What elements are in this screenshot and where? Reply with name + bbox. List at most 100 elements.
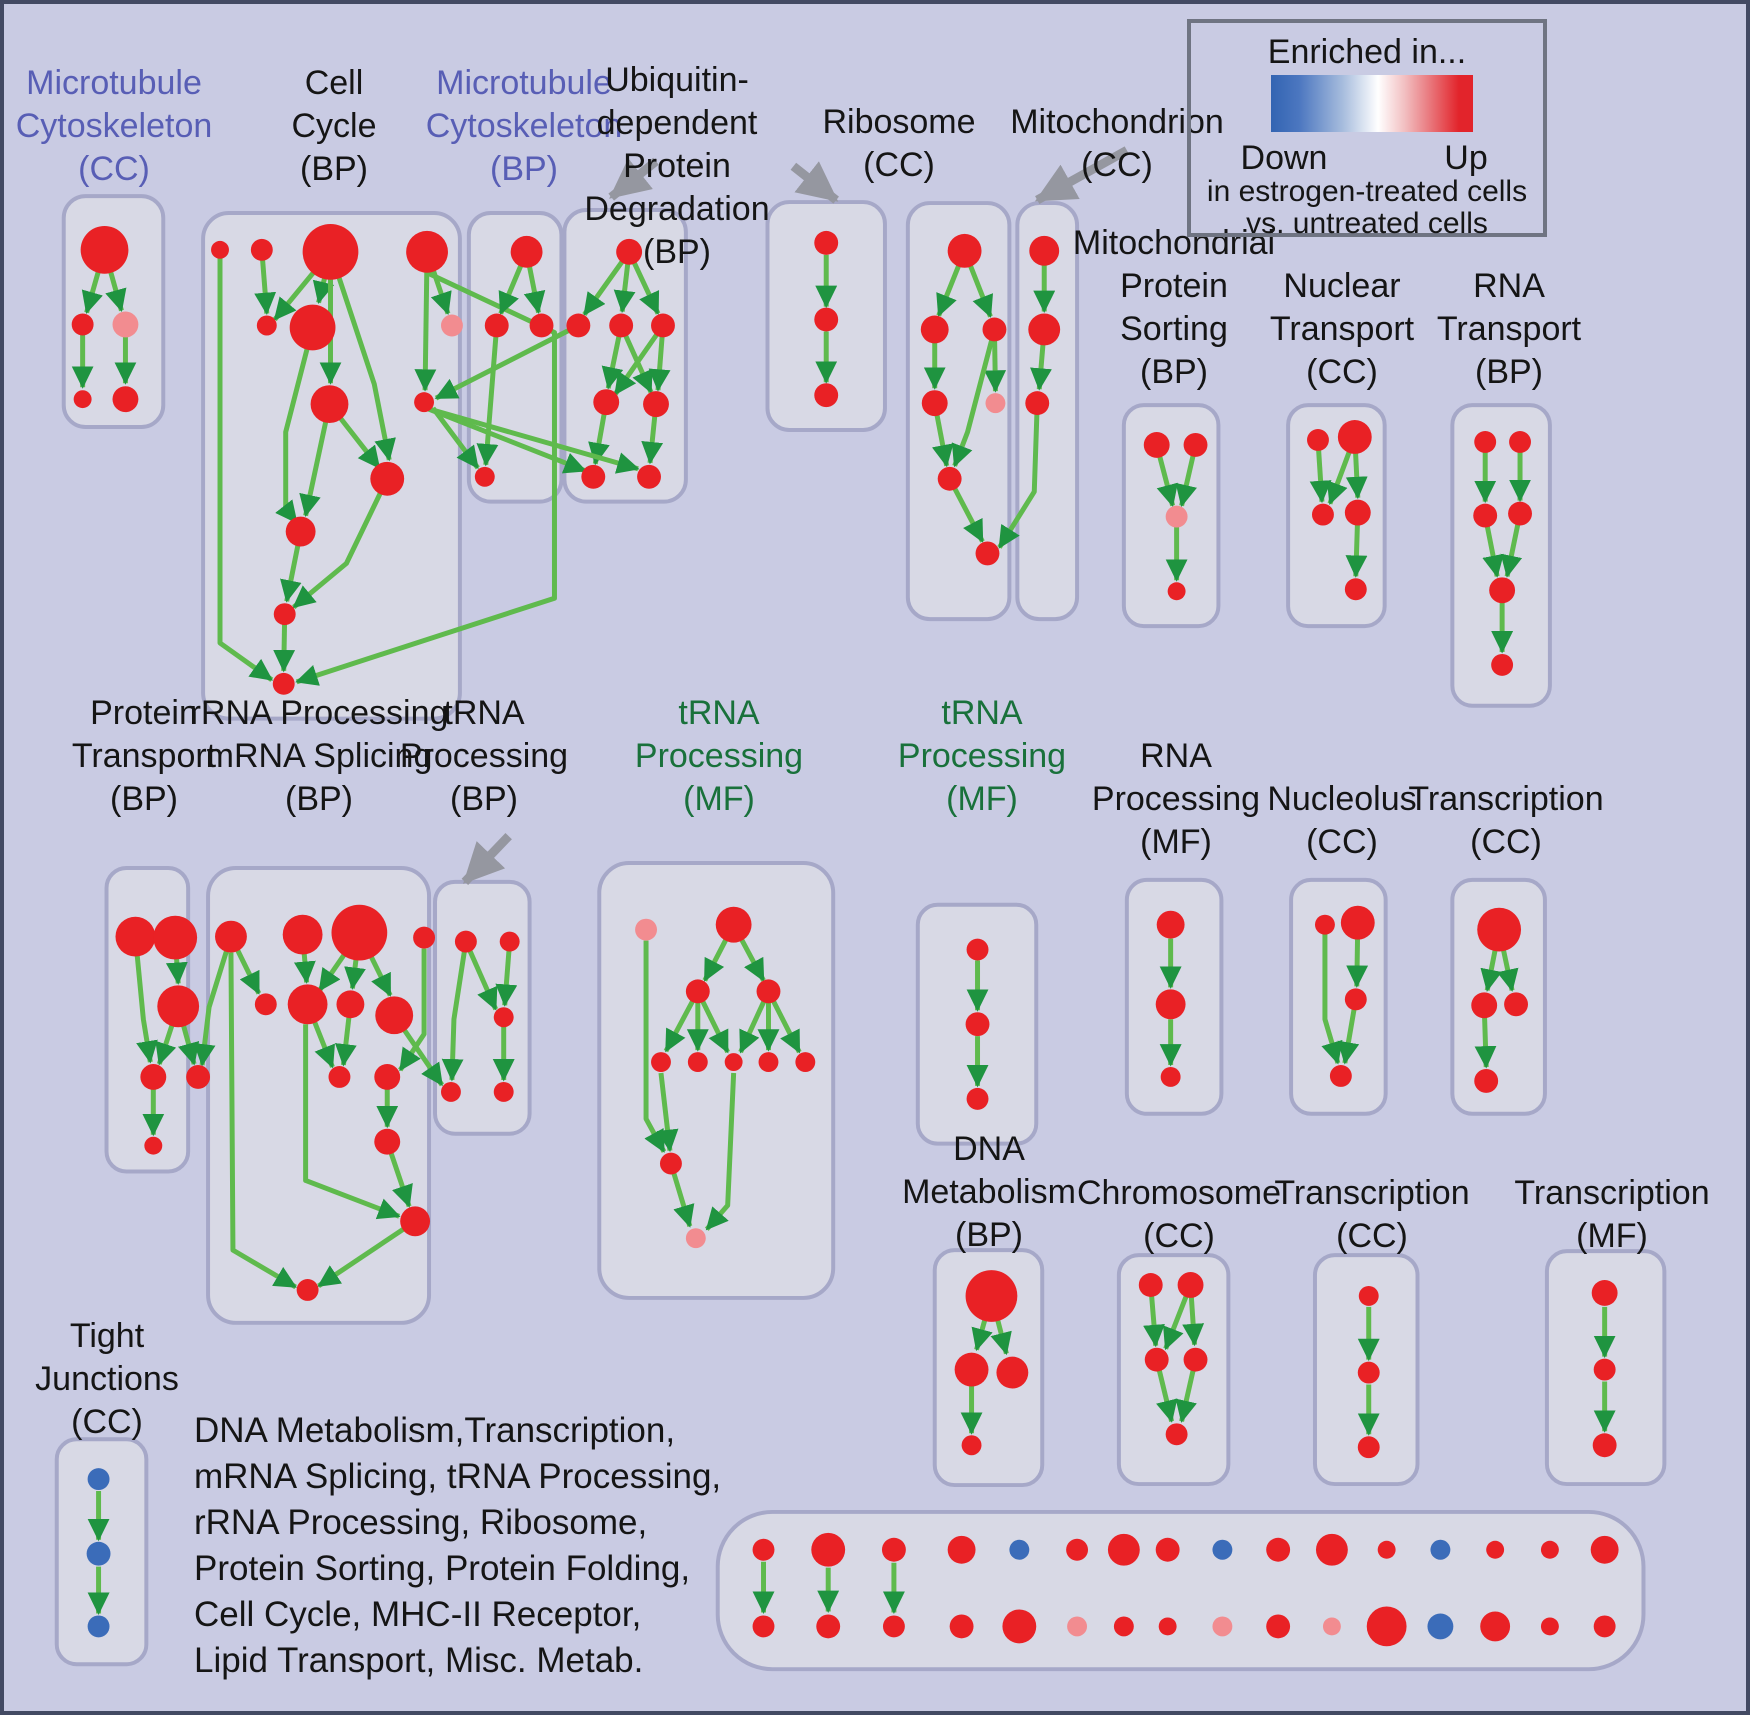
cluster-label-trna-processing-mf-2: tRNA Processing (MF) <box>897 694 1067 818</box>
go-term-node <box>1357 1436 1380 1459</box>
cross-cluster-edge <box>425 405 640 474</box>
go-term-node <box>1337 420 1372 454</box>
go-term-node <box>816 1614 841 1639</box>
go-term-node <box>282 914 323 955</box>
go-term-node <box>814 307 839 332</box>
cluster-label-tight-junctions-cc: Tight Junctions (CC) <box>35 1317 179 1441</box>
hierarchy-edge <box>217 249 274 682</box>
go-term-node <box>1540 1540 1559 1559</box>
go-term-node <box>947 233 982 268</box>
go-term-node <box>1138 1273 1163 1297</box>
hierarchy-edge <box>193 935 234 1067</box>
go-term-node <box>336 990 365 1019</box>
go-term-node <box>254 993 277 1016</box>
network-svg <box>54 146 1667 1672</box>
hierarchy-edge <box>463 940 499 1011</box>
go-term-node <box>811 1532 846 1567</box>
cluster-label-rna-transport-bp: RNA Transport (BP) <box>1436 267 1582 391</box>
go-term-node <box>289 304 336 351</box>
go-term-node <box>616 238 643 265</box>
go-term-node <box>1144 1347 1169 1372</box>
go-term-node <box>687 1052 708 1072</box>
cross-cluster-edge <box>434 323 580 401</box>
go-term-node <box>961 1435 982 1456</box>
go-term-node <box>414 392 435 413</box>
go-term-node <box>1344 499 1371 526</box>
go-term-node <box>87 1468 110 1491</box>
cluster-label-microtubule-cytoskeleton-bp: Microtubule Cytoskeleton (BP) <box>425 64 623 188</box>
go-term-node <box>375 996 414 1035</box>
go-term-node <box>752 1615 775 1638</box>
cluster-label-ribosome-cc: Ribosome (CC) <box>822 103 976 184</box>
go-term-node <box>947 1535 976 1564</box>
label-callout-arrow <box>608 157 659 201</box>
hierarchy-edge <box>328 251 396 462</box>
hierarchy-edge <box>704 1072 737 1231</box>
go-term-node <box>1113 1616 1134 1637</box>
go-term-node <box>285 516 316 547</box>
go-term-node <box>1315 1533 1348 1566</box>
go-term-node <box>87 1615 110 1638</box>
go-term-node <box>982 317 1007 342</box>
cluster-label-rrna-processing-mrna-splicing-bp: rRNA Processing mRNA Splicing (BP) <box>189 694 449 818</box>
go-term-node <box>954 1352 989 1387</box>
go-term-node <box>331 904 388 961</box>
hierarchy-edge <box>441 941 469 1082</box>
go-term-node <box>374 1128 401 1155</box>
go-term-node <box>296 1279 319 1301</box>
misc-categories-note: DNA Metabolism,Transcription, mRNA Splic… <box>194 1411 722 1680</box>
go-term-node <box>920 315 949 344</box>
go-term-node <box>966 1087 989 1110</box>
go-term-node <box>593 389 620 416</box>
hierarchy-edge <box>292 477 390 610</box>
go-term-node <box>1486 1540 1505 1559</box>
go-term-node <box>937 466 962 491</box>
go-term-node <box>1028 313 1061 346</box>
hierarchy-edge <box>299 403 332 518</box>
go-term-node <box>643 391 669 418</box>
go-term-node <box>374 1064 401 1090</box>
hierarchy-edge <box>132 936 158 1064</box>
go-term-node <box>250 238 273 261</box>
cluster-label-trna-processing-mf-1: tRNA Processing (MF) <box>634 694 804 818</box>
cluster-label-microtubule-cytoskeleton-cc: Microtubule Cytoskeleton (CC) <box>15 64 213 188</box>
go-term-node <box>1155 989 1186 1020</box>
go-term-node <box>370 461 405 496</box>
go-term-node <box>1160 1067 1181 1087</box>
cluster-box-misc-cluster-strip <box>715 1509 1646 1672</box>
legend-box: Enriched in... Down Up in estrogen-treat… <box>1187 19 1547 240</box>
go-term-node <box>949 1614 974 1639</box>
label-callout-arrow <box>461 833 512 885</box>
go-term-node <box>1009 1539 1030 1560</box>
hierarchy-edge <box>476 325 500 467</box>
legend-color-gradient-bar <box>1271 75 1473 132</box>
go-term-node <box>1183 432 1208 457</box>
cluster-label-chromosome-cc: Chromosome (CC) <box>1076 1174 1282 1255</box>
go-term-node <box>256 315 277 336</box>
go-term-node <box>1143 431 1170 458</box>
go-term-node <box>1358 1285 1379 1306</box>
go-term-node <box>406 230 448 273</box>
go-term-node <box>921 390 948 417</box>
go-term-node <box>581 464 606 489</box>
go-term-node <box>1504 992 1529 1017</box>
go-term-node <box>635 918 658 941</box>
go-term-node <box>975 541 1000 566</box>
go-term-node <box>1344 578 1367 601</box>
go-term-node <box>1357 1361 1380 1384</box>
cluster-label-dna-metabolism-bp: DNA Metabolism (BP) <box>902 1130 1076 1254</box>
legend-up-label: Up <box>1444 139 1488 177</box>
go-term-node <box>758 1052 779 1072</box>
go-term-node <box>474 466 495 487</box>
go-term-node <box>440 1081 461 1102</box>
go-term-node <box>1066 1538 1089 1561</box>
go-term-node <box>1474 430 1497 453</box>
go-term-node <box>1002 1609 1037 1644</box>
go-term-node <box>157 985 200 1028</box>
cross-cluster-edge <box>431 406 480 470</box>
go-term-node <box>1489 577 1516 604</box>
go-term-node <box>499 931 520 952</box>
go-term-node <box>659 1152 682 1175</box>
go-term-node <box>1177 1272 1204 1298</box>
